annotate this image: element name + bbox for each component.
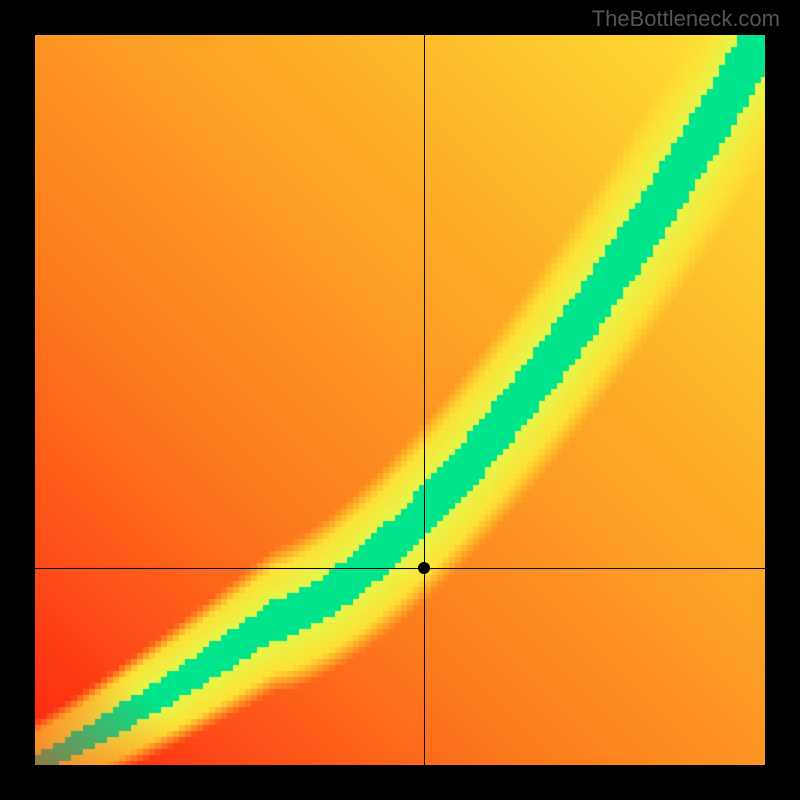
watermark-text: TheBottleneck.com — [592, 6, 780, 32]
crosshair-vertical — [424, 35, 425, 765]
crosshair-horizontal — [35, 568, 765, 569]
bottleneck-heatmap — [35, 35, 765, 765]
heatmap-canvas — [35, 35, 765, 765]
crosshair-marker — [418, 562, 430, 574]
